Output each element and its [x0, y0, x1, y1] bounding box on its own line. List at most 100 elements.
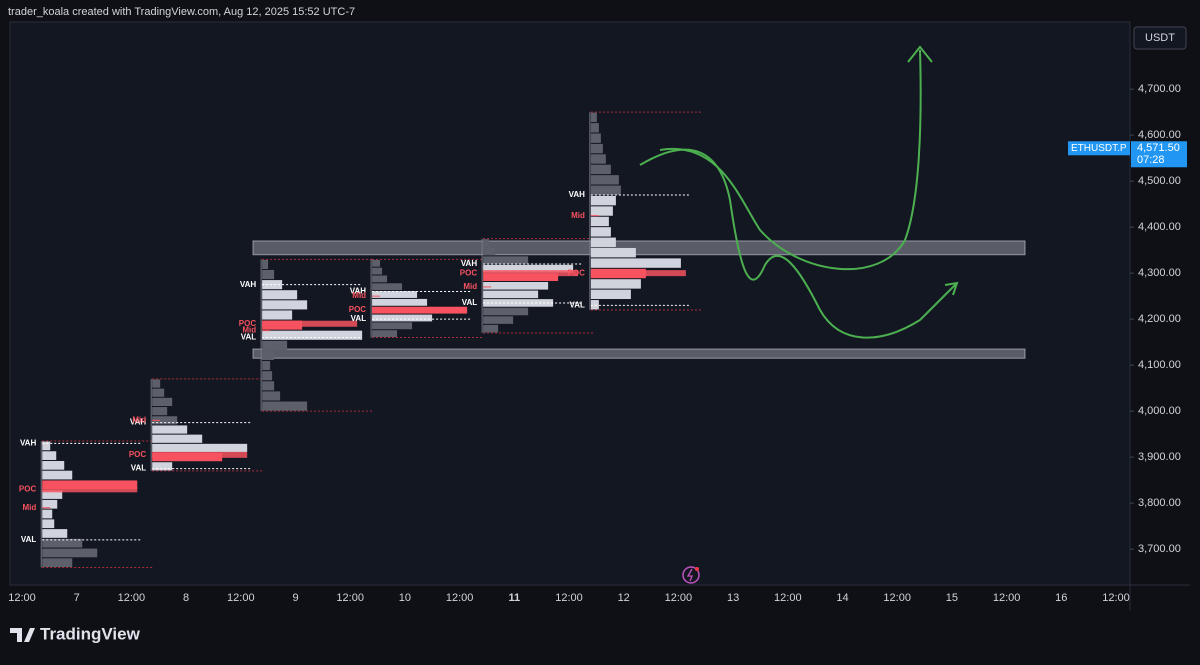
profile-row — [42, 558, 73, 568]
profile-row — [42, 460, 65, 470]
x-tick-label: 12:00 — [555, 592, 583, 604]
profile-row — [152, 462, 173, 471]
mid-label: Mid — [22, 503, 36, 512]
profile-row — [152, 407, 168, 416]
poc-label: POC — [129, 450, 147, 459]
mid-label: Mid — [352, 291, 366, 300]
profile-row — [372, 267, 383, 275]
profile-row — [590, 279, 641, 289]
val-label: VAL — [462, 298, 478, 307]
val-label: VAL — [569, 300, 585, 309]
profile-row — [590, 289, 631, 300]
profile-row — [483, 239, 490, 247]
profile-row — [590, 258, 681, 268]
zone — [252, 348, 1026, 359]
profile-row — [262, 391, 281, 401]
profile-row — [590, 216, 609, 227]
vah-label: VAH — [130, 418, 147, 427]
price-tag — [1131, 141, 1187, 168]
poc-label: POC — [568, 268, 586, 277]
profile-row — [590, 143, 603, 154]
poc-bar — [152, 451, 248, 458]
profile-row — [483, 273, 559, 282]
y-tick-label: 4,500.00 — [1138, 175, 1181, 187]
x-tick-label: 14 — [836, 592, 848, 604]
profile-row — [590, 112, 597, 123]
profile-row — [590, 247, 636, 258]
x-tick-label: 9 — [292, 592, 298, 604]
mid-label: Mid — [242, 326, 256, 335]
mid-label: Mid — [571, 211, 585, 220]
mid-label: Mid — [463, 282, 477, 291]
currency[interactable]: USDT — [1145, 32, 1175, 44]
y-tick-label: 4,100.00 — [1138, 359, 1181, 371]
profile-row — [152, 416, 178, 425]
vah-label: VAH — [461, 259, 478, 268]
x-tick-label: 12:00 — [336, 592, 364, 604]
profile-row — [483, 247, 496, 256]
alert-dot — [695, 567, 699, 571]
profile-row — [372, 275, 388, 283]
val-label: VAL — [21, 535, 37, 544]
profile-row — [590, 237, 616, 247]
zone — [252, 240, 1026, 256]
profile-row — [262, 401, 308, 411]
y-tick-label: 4,400.00 — [1138, 221, 1181, 233]
profile-row — [262, 310, 293, 320]
x-tick-label: 15 — [946, 592, 958, 604]
arrow-path — [659, 49, 922, 271]
profile-row — [152, 434, 203, 443]
mid-label: Mid — [132, 415, 146, 424]
profile-row — [590, 123, 599, 133]
alert-icon-bolt — [686, 568, 693, 582]
profile-row — [262, 290, 298, 300]
y-tick-label: 4,600.00 — [1138, 129, 1181, 141]
x-tick-label: 13 — [727, 592, 739, 604]
plot-area — [9, 21, 1131, 586]
x-tick-label: 12:00 — [446, 592, 474, 604]
attribution: trader_koala created with TradingView.co… — [8, 6, 355, 18]
profile-row — [372, 322, 413, 330]
vah-label: VAH — [569, 190, 586, 199]
x-tick-label: 7 — [74, 592, 80, 604]
profile-row — [372, 314, 433, 322]
profile-row — [483, 324, 499, 333]
profile-row — [590, 227, 611, 237]
profile-row — [483, 282, 549, 290]
vah-label: VAH — [240, 280, 257, 289]
currency-box[interactable] — [1133, 26, 1187, 50]
x-tick-label: 12:00 — [993, 592, 1021, 604]
y-tick-label: 3,900.00 — [1138, 451, 1181, 463]
profile-row — [262, 269, 275, 280]
profile-row — [590, 164, 611, 175]
x-tick-label: 12:00 — [1102, 592, 1130, 604]
profile-row — [42, 519, 55, 529]
x-tick-label: 12:00 — [118, 592, 146, 604]
val-label: VAL — [131, 464, 147, 473]
poc-bar — [42, 486, 138, 493]
symbol-tag — [1068, 141, 1130, 156]
profile-row — [590, 133, 601, 143]
profile-row — [42, 441, 51, 451]
poc-bar — [590, 270, 686, 277]
profile-row — [42, 509, 53, 519]
profile-row — [372, 291, 418, 298]
profile-row — [372, 259, 381, 267]
x-tick-label: 16 — [1055, 592, 1067, 604]
y-tick-label: 3,700.00 — [1138, 543, 1181, 555]
profile-row — [42, 451, 57, 460]
y-tick-label: 4,000.00 — [1138, 405, 1181, 417]
marks: 3,700.00 3,800.00 3,900.00 4,000.00 4,100.00… — [8, 83, 1187, 604]
x-tick-label: 12:00 — [883, 592, 911, 604]
profile-row — [262, 350, 275, 361]
brand-logo[interactable]: TradingView — [40, 624, 141, 643]
x-tick-label: 12:00 — [774, 592, 802, 604]
poc-label: POC — [349, 305, 367, 314]
y-tick-label: 3,800.00 — [1138, 497, 1181, 509]
poc-label: POC — [19, 484, 37, 493]
profile-row — [483, 256, 529, 264]
poc-bar — [372, 306, 468, 313]
poc-label: POC — [460, 268, 478, 277]
profile-row — [152, 425, 188, 434]
alert-icon[interactable] — [682, 566, 700, 584]
